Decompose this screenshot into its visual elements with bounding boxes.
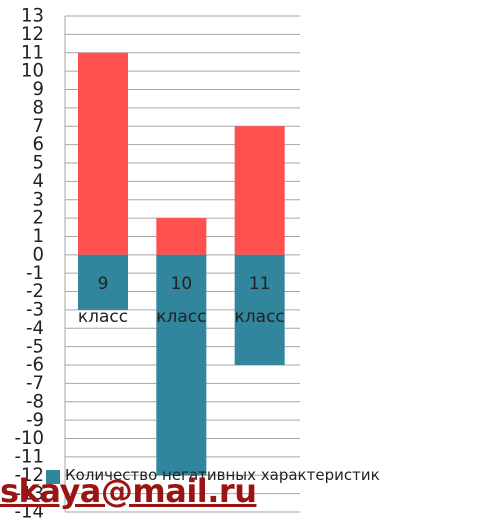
- legend-swatch: [46, 470, 60, 484]
- y-tick-label: 4: [33, 171, 44, 193]
- watermark: skaya@mail.ru: [0, 472, 257, 510]
- y-tick-label: -3: [26, 299, 44, 321]
- y-tick-label: -5: [26, 336, 44, 358]
- category-label: 10 класс: [156, 273, 207, 327]
- category-label: 9 класс: [77, 273, 129, 327]
- bar: [234, 254, 285, 366]
- legend-label: Количество негативных характеристик: [65, 466, 380, 484]
- y-tick-label: -10: [15, 428, 44, 450]
- y-tick-label: -6: [26, 354, 44, 376]
- y-tick-label: -9: [26, 409, 44, 431]
- bar: [78, 52, 128, 255]
- y-tick-label: 1: [33, 226, 44, 248]
- category-label: 11 класс: [234, 273, 285, 327]
- bar: [156, 254, 207, 476]
- y-tick-label: -13: [15, 483, 44, 505]
- y-tick-label: 7: [33, 115, 44, 137]
- y-tick-label: -2: [26, 281, 44, 303]
- y-tick-label: 5: [33, 152, 44, 174]
- y-tick-label: 2: [33, 207, 44, 229]
- bar: [234, 126, 285, 255]
- y-tick-label: -1: [26, 262, 44, 284]
- bar: [78, 254, 128, 310]
- y-tick-label: -11: [15, 446, 44, 468]
- y-tick-label: 10: [21, 60, 44, 82]
- y-tick-label: 3: [33, 189, 44, 211]
- y-tick-label: -8: [26, 391, 44, 413]
- y-tick-label: 9: [33, 79, 44, 101]
- y-tick-label: -4: [26, 318, 44, 340]
- y-tick-label: -14: [15, 501, 44, 518]
- y-tick-label: 11: [21, 42, 44, 64]
- bar: [156, 218, 207, 255]
- y-tick-label: -12: [15, 464, 44, 486]
- y-tick-label: 0: [33, 244, 44, 266]
- y-tick-label: 12: [21, 24, 44, 46]
- y-tick-label: 8: [33, 97, 44, 119]
- y-tick-label: -7: [26, 373, 44, 395]
- y-tick-label: 13: [21, 5, 44, 27]
- y-tick-label: 6: [33, 134, 44, 156]
